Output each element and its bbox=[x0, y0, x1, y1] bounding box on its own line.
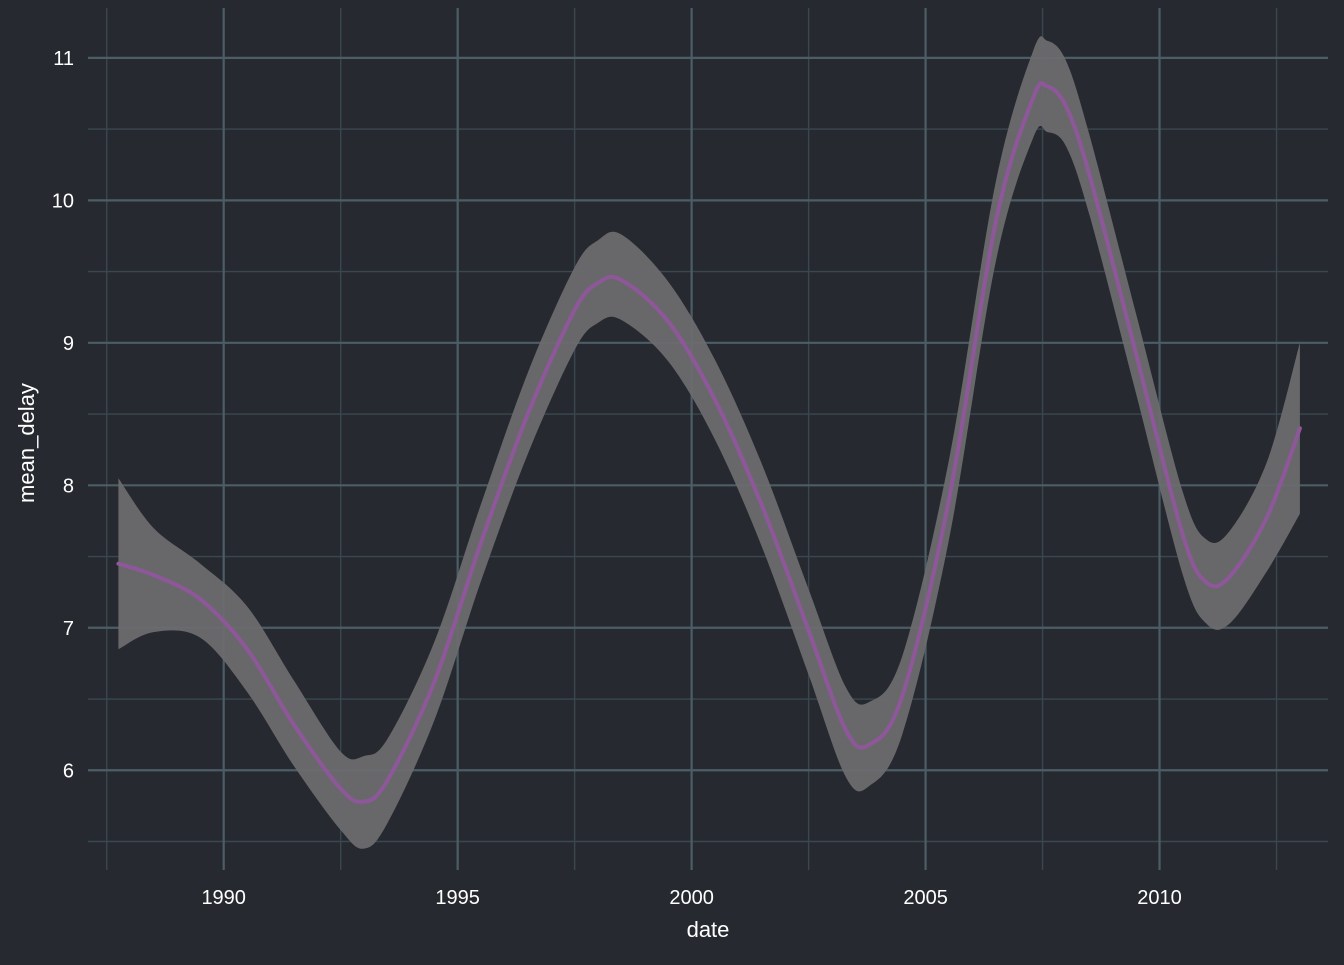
smooth-line-layer bbox=[116, 81, 1302, 804]
y-tick-label: 10 bbox=[52, 190, 74, 212]
x-tick-labels: 1990 1995 2000 2005 2010 bbox=[201, 887, 1181, 909]
y-tick-label: 9 bbox=[63, 333, 74, 355]
y-axis-title: mean_delay bbox=[14, 383, 39, 503]
x-tick-label: 1995 bbox=[435, 887, 480, 909]
smooth-line bbox=[116, 81, 1302, 804]
x-tick-label: 2000 bbox=[669, 887, 714, 909]
y-tick-label: 6 bbox=[63, 760, 74, 782]
y-tick-label: 11 bbox=[53, 48, 74, 70]
y-tick-label: 7 bbox=[63, 618, 74, 640]
x-tick-label: 2010 bbox=[1137, 887, 1182, 909]
y-tick-labels: 6 7 8 9 10 11 bbox=[52, 48, 74, 782]
x-tick-label: 2005 bbox=[903, 887, 948, 909]
x-tick-label: 1990 bbox=[201, 887, 246, 909]
y-tick-label: 8 bbox=[63, 475, 74, 497]
x-axis-title: date bbox=[687, 917, 730, 942]
